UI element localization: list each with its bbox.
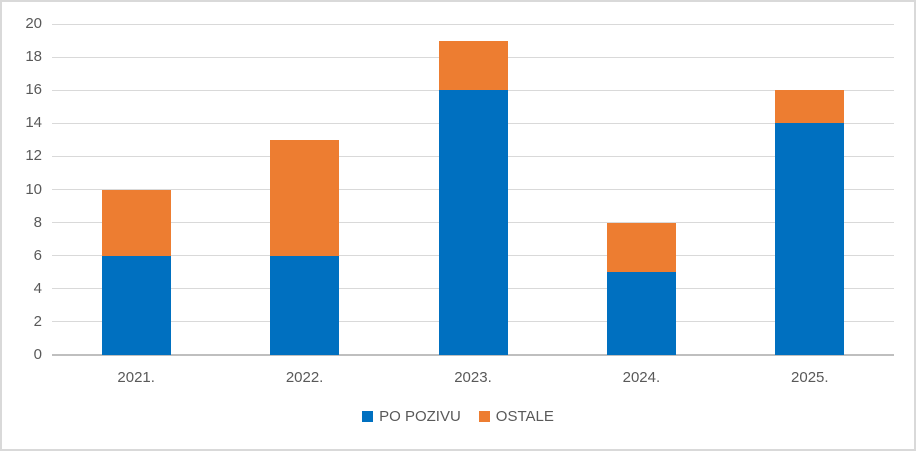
bar-segment-ostale-2022 [270,139,340,256]
y-tick-label-6: 6 [33,246,42,264]
bar-segment-po-pozivu-2024 [606,272,676,355]
legend-label: PO POZIVU [379,408,461,425]
x-category-label-2021: 2021. [117,369,155,386]
bar-segment-ostale-2024 [606,222,676,273]
bar-segment-po-pozivu-2021 [101,255,171,355]
y-tick-label-8: 8 [33,213,42,231]
plot-area [52,23,894,356]
legend-label: OSTALE [495,408,554,425]
x-category-label-2025: 2025. [791,369,829,386]
y-tick-label-16: 16 [25,81,42,99]
bar-segment-ostale-2023 [438,40,508,91]
x-axis-line [52,354,894,356]
bar-segment-po-pozivu-2023 [438,90,508,355]
bar-segment-ostale-2025 [775,90,845,124]
y-tick-label-12: 12 [25,147,42,165]
x-category-label-2022: 2022. [285,369,324,386]
bar-segment-ostale-2021 [101,189,171,256]
y-tick-label-4: 4 [33,279,42,297]
legend-swatch-icon [478,411,490,422]
y-tick-label-18: 18 [25,48,42,66]
bar-segment-po-pozivu-2022 [270,255,340,355]
y-tick-label-10: 10 [25,180,42,198]
gridline [52,23,894,25]
legend-item-ostale: OSTALE [478,408,554,425]
y-tick-label-14: 14 [25,114,42,132]
y-tick-label-20: 20 [25,15,42,32]
bar-segment-po-pozivu-2025 [775,123,845,355]
x-category-label-2024: 2024. [622,369,661,386]
y-tick-label-0: 0 [33,346,42,363]
legend-item-po-pozivu: PO POZIVU [362,408,461,425]
legend-swatch-icon [362,411,374,422]
y-tick-label-2: 2 [33,312,42,330]
x-category-label-2023: 2023. [454,369,492,386]
legend: PO POZIVU OSTALE [2,408,914,425]
